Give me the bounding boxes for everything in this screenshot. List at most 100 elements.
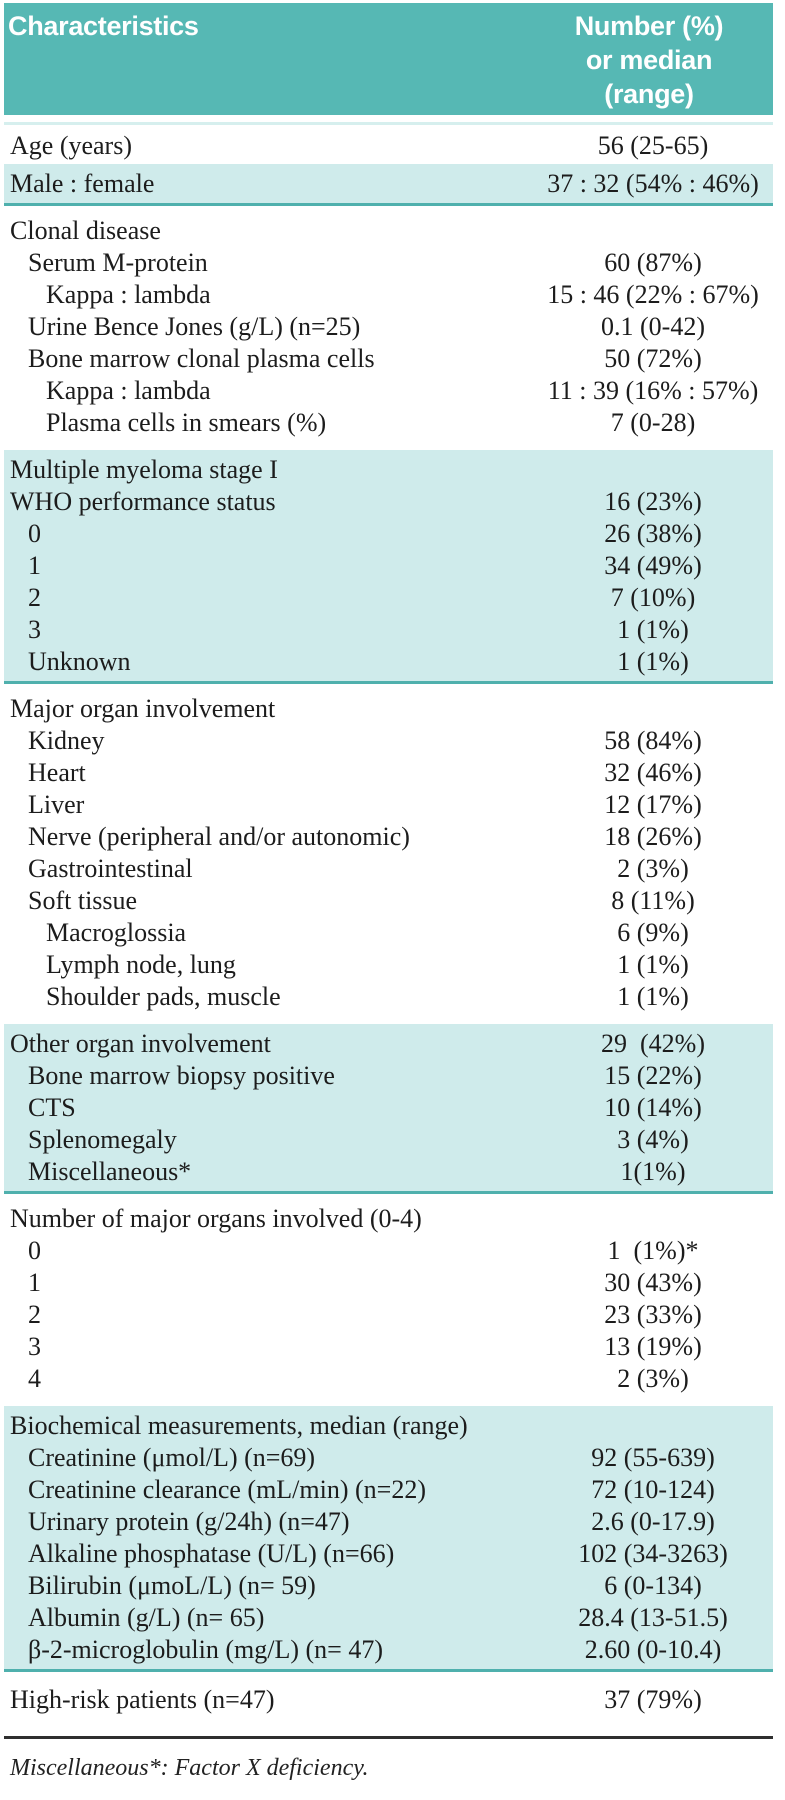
table-row: Shoulder pads, muscle 1 (1%)	[4, 981, 773, 1013]
row-value: 37 : 32 (54% : 46%)	[547, 169, 759, 198]
row-label: Bone marrow biopsy positive	[28, 1061, 335, 1090]
row-value: 2.60 (0-10.4)	[584, 1635, 722, 1664]
table-row: Urine Bence Jones (g/L) (n=25) 0.1 (0-42)	[4, 311, 773, 343]
row-label: Heart	[28, 758, 86, 787]
table-row: 3 13 (19%)	[4, 1331, 773, 1363]
column-header-number-line3: (range)	[604, 79, 694, 109]
table-row: Other organ involvement 29 (42%)	[4, 1028, 773, 1060]
row-label: 2	[28, 1300, 41, 1329]
table-row: Kidney 58 (84%)	[4, 725, 773, 757]
table-row: Urinary protein (g/24h) (n=47) 2.6 (0-17.…	[4, 1506, 773, 1538]
row-label: 0	[28, 1236, 41, 1265]
table-row: 0 26 (38%)	[4, 518, 773, 550]
row-label: Unknown	[28, 647, 131, 676]
table-row: Multiple myeloma stage I	[4, 454, 773, 486]
table-row: Major organ involvement	[4, 693, 773, 725]
row-value: 32 (46%)	[604, 758, 702, 787]
row-label: CTS	[28, 1093, 76, 1122]
row-label: Number of major organs involved (0-4)	[10, 1204, 422, 1233]
table-row: Miscellaneous* 1(1%)	[4, 1156, 773, 1188]
row-label: 1	[28, 551, 41, 580]
table-section: High-risk patients (n=47) 37 (79%)	[4, 1672, 773, 1720]
row-label: Kidney	[28, 726, 105, 755]
row-value: 6 (9%)	[617, 918, 689, 947]
table-row: Heart 32 (46%)	[4, 757, 773, 789]
row-label: Splenomegaly	[28, 1125, 177, 1154]
table-row: Kappa : lambda 15 : 46 (22% : 67%)	[4, 279, 773, 311]
table-row: 3 1 (1%)	[4, 614, 773, 646]
table-row: Age (years) 56 (25-65)	[4, 130, 773, 162]
row-label: Age (years)	[10, 131, 132, 160]
table-row: Number of major organs involved (0-4)	[4, 1203, 773, 1235]
row-value: 60 (87%)	[604, 248, 702, 277]
row-value: 37 (79%)	[604, 1685, 702, 1714]
row-label: Serum M-protein	[28, 248, 208, 277]
row-label: Miscellaneous*	[28, 1157, 192, 1186]
table-row: Serum M-protein 60 (87%)	[4, 247, 773, 279]
table-row: CTS 10 (14%)	[4, 1092, 773, 1124]
table-row: WHO performance status 16 (23%)	[4, 486, 773, 518]
row-value: 1 (1%)	[617, 950, 689, 979]
row-label: 1	[28, 1268, 41, 1297]
row-label: Kappa : lambda	[46, 280, 211, 309]
table-section: Number of major organs involved (0-4) 0 1 …	[4, 1194, 773, 1406]
row-value: 58 (84%)	[604, 726, 702, 755]
table-header-row: Characteristics Number (%) or median (ra…	[4, 3, 773, 115]
table-row: Nerve (peripheral and/or autonomic) 18 (2…	[4, 821, 773, 853]
table-section: Multiple myeloma stage I WHO performance …	[4, 450, 773, 684]
column-header-characteristics: Characteristics	[8, 11, 199, 41]
row-value: 1 (1%)*	[607, 1236, 699, 1265]
column-header-number-line2: or median	[585, 45, 713, 75]
table-row: Bilirubin (μmoL/L) (n= 59) 6 (0-134)	[4, 1570, 773, 1602]
row-value: 1 (1%)	[617, 647, 689, 676]
row-label: 3	[28, 1332, 41, 1361]
table-footnote: Miscellaneous*: Factor X deficiency.	[10, 1755, 369, 1781]
row-value: 29 (42%)	[601, 1029, 705, 1058]
footer-rule	[4, 1736, 773, 1739]
table-row: High-risk patients (n=47) 37 (79%)	[4, 1684, 773, 1716]
row-value: 1 (1%)	[617, 982, 689, 1011]
table-row: Male : female 37 : 32 (54% : 46%)	[4, 168, 773, 200]
table-row: Kappa : lambda 11 : 39 (16% : 57%)	[4, 375, 773, 407]
row-value: 7 (10%)	[610, 583, 696, 612]
table-section: Age (years) 56 (25-65)	[4, 125, 773, 164]
table-row: Plasma cells in smears (%) 7 (0-28)	[4, 407, 773, 439]
row-value: 72 (10-124)	[591, 1475, 715, 1504]
table-row: Albumin (g/L) (n= 65) 28.4 (13-51.5)	[4, 1602, 773, 1634]
row-label: Male : female	[10, 169, 155, 198]
table-row: Clonal disease	[4, 215, 773, 247]
row-label: Clonal disease	[10, 216, 161, 245]
table-row: 4 2 (3%)	[4, 1363, 773, 1395]
table-row: 2 7 (10%)	[4, 582, 773, 614]
row-label: Liver	[28, 790, 85, 819]
row-value	[533, 693, 773, 725]
row-value: 3 (4%)	[617, 1125, 689, 1154]
table-row: 1 30 (43%)	[4, 1267, 773, 1299]
column-header-number: Number (%) or median (range)	[529, 9, 769, 111]
row-value	[533, 454, 773, 486]
row-label: Biochemical measurements, median (range)	[10, 1411, 468, 1440]
row-value: 26 (38%)	[604, 519, 702, 548]
table-section: Clonal disease Serum M-protein 60 (87%) Kap…	[4, 206, 773, 450]
row-label: High-risk patients (n=47)	[10, 1685, 275, 1714]
row-value: 2.6 (0-17.9)	[591, 1507, 715, 1536]
row-label: 2	[28, 583, 41, 612]
table-row: Unknown 1 (1%)	[4, 646, 773, 678]
row-value: 23 (33%)	[604, 1300, 702, 1329]
row-value: 2 (3%)	[617, 1364, 689, 1393]
row-value: 28.4 (13-51.5)	[578, 1603, 728, 1632]
table-row: 2 23 (33%)	[4, 1299, 773, 1331]
table-row: β-2-microglobulin (mg/L) (n= 47) 2.60 (0-…	[4, 1634, 773, 1666]
row-value: 15 (22%)	[604, 1061, 702, 1090]
table-row: 1 34 (49%)	[4, 550, 773, 582]
row-label: Nerve (peripheral and/or autonomic)	[28, 822, 410, 851]
row-label: Urinary protein (g/24h) (n=47)	[28, 1507, 350, 1536]
row-value: 10 (14%)	[604, 1093, 702, 1122]
row-label: 3	[28, 615, 41, 644]
table-row: Bone marrow clonal plasma cells 50 (72%)	[4, 343, 773, 375]
table-row: Bone marrow biopsy positive 15 (22%)	[4, 1060, 773, 1092]
row-label: 4	[28, 1364, 41, 1393]
row-value: 102 (34-3263)	[578, 1539, 728, 1568]
row-value: 1 (1%)	[617, 615, 689, 644]
row-label: Alkaline phosphatase (U/L) (n=66)	[28, 1539, 395, 1568]
